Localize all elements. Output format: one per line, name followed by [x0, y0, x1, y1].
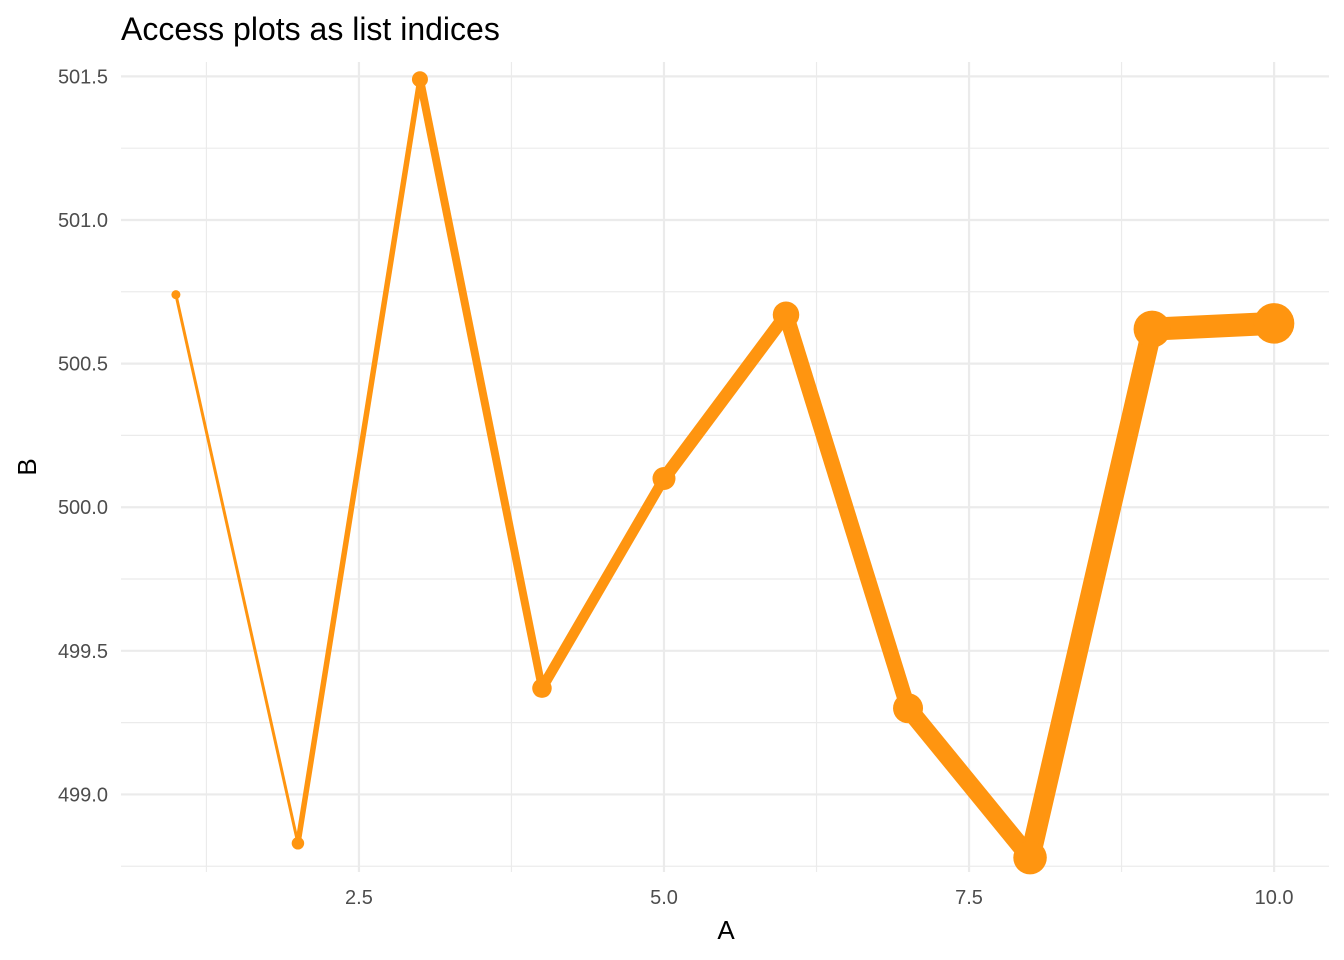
chart-title: Access plots as list indices: [121, 11, 500, 47]
y-axis-title: B: [12, 458, 42, 475]
series-line-segment: [174, 294, 300, 844]
x-tick-label: 7.5: [955, 887, 983, 909]
series-line-segment: [537, 475, 669, 691]
data-point: [171, 290, 181, 300]
data-point: [1133, 310, 1171, 348]
data-point: [411, 71, 428, 88]
x-tick-label: 2.5: [345, 887, 373, 909]
y-tick-label: 499.0: [58, 784, 108, 806]
y-tick-label: 499.5: [58, 641, 108, 663]
data-point: [893, 693, 924, 724]
data-point: [291, 837, 305, 850]
data-point: [772, 301, 800, 329]
data-point: [1253, 303, 1295, 344]
data-point: [532, 678, 552, 698]
series-line-segment: [416, 78, 546, 689]
y-tick-label: 501.0: [58, 210, 108, 232]
x-axis-ticks: 2.5 5.0 7.5 10.0: [345, 887, 1294, 909]
series-line-segment: [901, 702, 1038, 864]
data-point: [1013, 840, 1047, 875]
series-line-segment: [295, 78, 423, 844]
x-tick-label: 10.0: [1255, 887, 1294, 909]
series-line-segment: [1151, 311, 1275, 341]
y-tick-label: 501.5: [58, 66, 108, 88]
data-point: [652, 466, 676, 490]
x-axis-title: A: [717, 915, 735, 945]
series-layer: [171, 71, 1295, 875]
series-line-segment: [1020, 326, 1163, 860]
gridlines: [121, 62, 1329, 872]
y-axis-ticks: 499.0 499.5 500.0 500.5 501.0 501.5: [58, 66, 108, 806]
series-line-segment: [778, 312, 916, 711]
series-line-segment: [658, 310, 792, 483]
x-tick-label: 5.0: [650, 887, 678, 909]
y-tick-label: 500.0: [58, 497, 108, 519]
y-tick-label: 500.5: [58, 354, 108, 376]
